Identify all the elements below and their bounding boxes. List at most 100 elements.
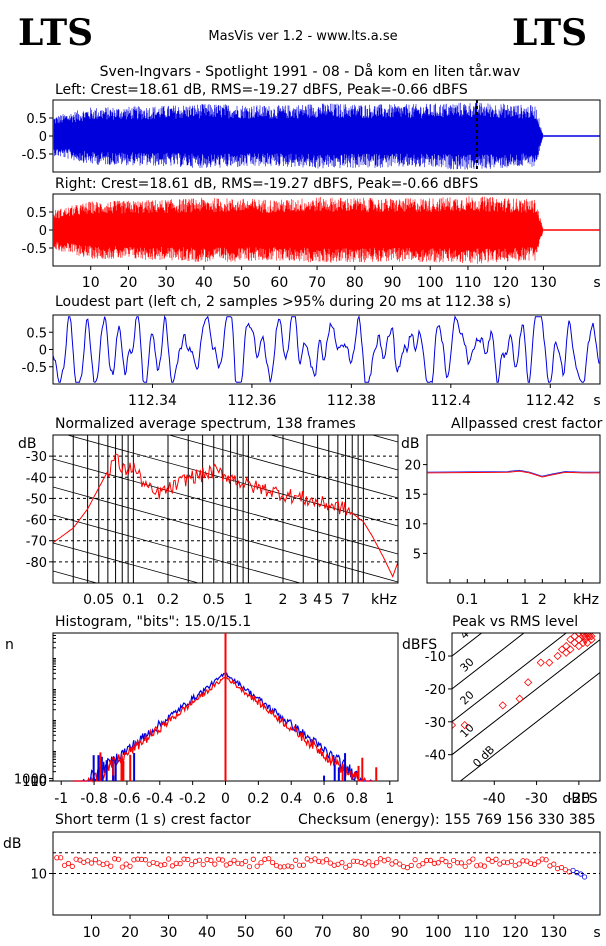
- loudest-xtick-label: 112.38: [327, 393, 376, 409]
- histogram-ytick-label: 10: [30, 775, 47, 790]
- short-crest-point: [92, 857, 98, 863]
- short-crest-point: [366, 859, 372, 865]
- short-crest-point: [454, 860, 461, 866]
- short-crest-point: [104, 860, 110, 866]
- spectrum-ytick-label: -30: [26, 450, 47, 465]
- spectrum-xlabel: kHz: [371, 592, 397, 608]
- short-crest-point: [462, 863, 468, 869]
- short-crest-point: [474, 863, 480, 869]
- short-crest-point: [293, 857, 299, 863]
- short-crest-point: [323, 856, 330, 863]
- short-crest-point: [185, 856, 191, 863]
- peak-rms-point: [566, 635, 575, 644]
- right-xtick-label: 80: [346, 275, 364, 291]
- short-crest-point: [296, 862, 303, 868]
- short-crest-point: [212, 861, 218, 867]
- short-crest-point: [347, 862, 353, 868]
- peak-rms-point: [566, 645, 575, 654]
- spectrum-xtick-label: 4: [313, 592, 322, 608]
- spectrum-ytick-label: -50: [26, 492, 47, 507]
- short-crest-ytick-label: 10: [30, 868, 47, 883]
- peak-rms-point: [583, 633, 592, 634]
- peak-rms-point: [460, 720, 469, 730]
- short-crest-point: [158, 862, 164, 868]
- short-crest-point: [389, 861, 395, 867]
- short-crest-point: [408, 862, 414, 868]
- spectrum-slope-line: [269, 435, 398, 471]
- short-crest-point: [447, 863, 453, 869]
- short-crest-point: [485, 856, 491, 862]
- short-crest-point: [88, 860, 95, 866]
- spectrum-xtick-label: 0.5: [203, 592, 225, 608]
- short-crest-point: [200, 861, 206, 868]
- spectrum-ytick-label: -70: [26, 535, 47, 550]
- histogram-ytick-label: 1000: [14, 773, 47, 788]
- peak-rms-ytick-label: -30: [425, 716, 446, 731]
- short-crest-point: [54, 855, 60, 861]
- short-crest-point: [470, 856, 476, 862]
- short-crest-xtick-label: 40: [198, 925, 216, 941]
- spectrum-xtick-label: 1: [244, 592, 253, 608]
- spectrum-xtick-label: 0.2: [157, 592, 179, 608]
- peak-rms-ylabel: dBFS: [402, 637, 437, 653]
- loudest-ytick-label: 0: [39, 344, 47, 359]
- short-crest-point: [254, 863, 260, 869]
- short-crest-point: [350, 858, 357, 864]
- peak-rms-point: [578, 638, 588, 647]
- short-crest-xtick-label: 110: [463, 925, 490, 941]
- allpassed-xlabel: kHz: [573, 592, 599, 608]
- short-crest-point: [289, 864, 295, 870]
- spectrum-xtick-label: 0.1: [122, 592, 144, 608]
- right-ytick-label: 0: [39, 224, 47, 239]
- short-crest-point: [119, 864, 125, 870]
- short-crest-point: [239, 861, 245, 867]
- right-channel-plot: 0.5 0 -0.5 10 20 30 40 50 60 70 80 90 100 110 120 130 s: [22, 193, 601, 291]
- short-crest-xtick-label: 130: [540, 925, 567, 941]
- short-crest-plot: dB 10 10 20 30 40 50 60 70 80 90 100 110 120 130 s: [3, 831, 601, 941]
- spectrum-slope-line: [53, 486, 398, 583]
- short-crest-point: [177, 861, 183, 867]
- short-crest-point: [451, 857, 457, 864]
- short-crest-xtick-label: 100: [425, 925, 452, 941]
- peak-rms-point: [570, 633, 579, 641]
- spectrum-xtick-label: 2: [279, 592, 288, 608]
- short-crest-point: [204, 857, 210, 863]
- short-crest-point: [327, 860, 333, 866]
- short-crest-point: [320, 859, 326, 865]
- loudest-xtick-label: 112.42: [526, 393, 575, 409]
- short-crest-point: [370, 863, 376, 869]
- short-crest-point: [165, 856, 172, 862]
- short-crest-point: [269, 859, 276, 866]
- short-crest-point: [266, 856, 272, 862]
- spectrum-xtick-label: 7: [341, 592, 350, 608]
- spectrum-xtick-label: 5: [324, 592, 333, 608]
- spectrum-ylabel: dB: [18, 436, 37, 452]
- short-crest-point: [285, 863, 291, 869]
- right-channel-title: Right: Crest=18.61 dB, RMS=-19.27 dBFS, …: [55, 176, 478, 192]
- peak-rms-point: [498, 701, 507, 710]
- allpassed-plot: dB 5 10 15 20 0.1 1 2 kHz: [401, 434, 601, 608]
- peak-rms-xtick-label: -20: [567, 791, 590, 807]
- allpassed-ytick-label: 5: [413, 547, 421, 562]
- allpassed-xtick-label: 2: [538, 592, 547, 608]
- spectrum-plot: dB-30 -40 -50 -60 -70 -80 0.05 0.1 0.2 0.5 1 2 3 4 5 7 k…: [18, 434, 399, 608]
- short-crest-point: [481, 863, 488, 869]
- short-crest-point: [243, 858, 249, 864]
- peak-rms-diagonal-label: 40: [458, 623, 477, 642]
- spectrum-xtick-label: 0.05: [83, 592, 114, 608]
- allpassed-frame: [426, 434, 601, 584]
- short-crest-point: [427, 857, 434, 864]
- peak-rms-title: Peak vs RMS level: [452, 614, 578, 630]
- short-crest-point: [173, 860, 179, 866]
- peak-rms-point: [536, 658, 545, 667]
- right-xtick-label: 120: [492, 275, 519, 291]
- short-crest-point: [169, 863, 176, 869]
- peak-rms-point: [587, 633, 596, 634]
- right-ytick-label: 0.5: [26, 206, 47, 221]
- histogram-xtick-label: 0: [221, 791, 230, 807]
- short-crest-point: [208, 857, 214, 863]
- left-channel-plot: 0.5 0 -0.5: [22, 99, 601, 173]
- short-crest-point: [162, 861, 168, 868]
